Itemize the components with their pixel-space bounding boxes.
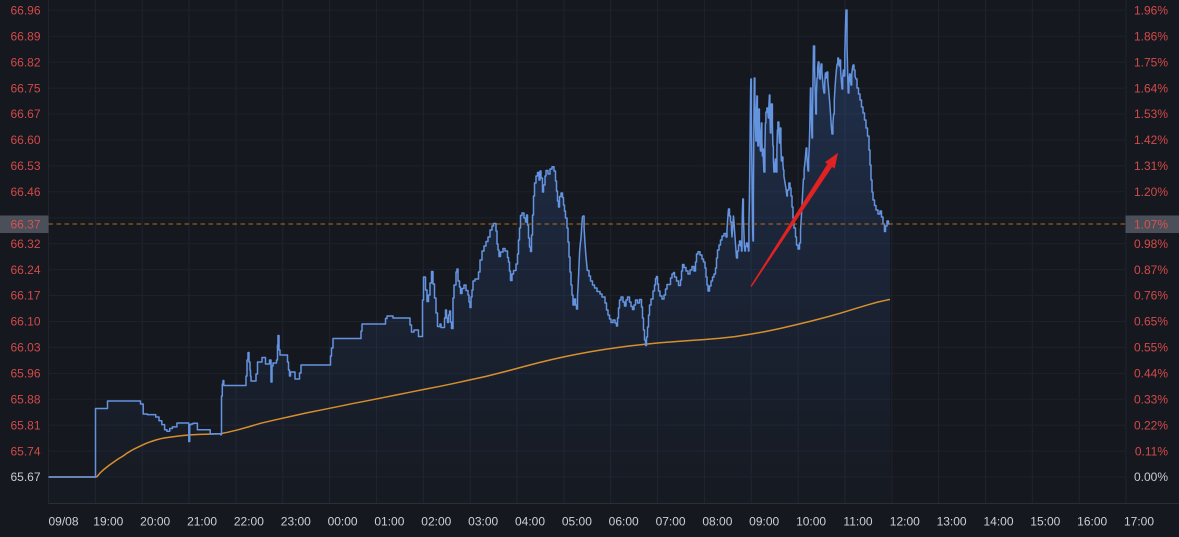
svg-text:21:00: 21:00: [187, 515, 217, 529]
svg-text:65.74: 65.74: [10, 444, 40, 458]
svg-text:66.75: 66.75: [10, 81, 40, 95]
svg-text:09/08: 09/08: [48, 515, 78, 529]
svg-text:16:00: 16:00: [1077, 515, 1107, 529]
svg-text:07:00: 07:00: [656, 515, 686, 529]
svg-text:65.81: 65.81: [10, 418, 40, 432]
svg-text:66.24: 66.24: [10, 263, 40, 277]
svg-text:66.60: 66.60: [10, 133, 40, 147]
svg-text:02:00: 02:00: [421, 515, 451, 529]
svg-text:66.53: 66.53: [10, 159, 40, 173]
svg-text:0.00%: 0.00%: [1134, 470, 1168, 484]
svg-text:66.17: 66.17: [10, 289, 40, 303]
svg-text:0.65%: 0.65%: [1134, 315, 1168, 329]
svg-text:65.96: 65.96: [10, 367, 40, 381]
svg-text:66.10: 66.10: [10, 315, 40, 329]
svg-text:66.46: 66.46: [10, 185, 40, 199]
svg-text:09:00: 09:00: [749, 515, 779, 529]
svg-text:10:00: 10:00: [796, 515, 826, 529]
svg-text:66.67: 66.67: [10, 107, 40, 121]
svg-text:66.32: 66.32: [10, 237, 40, 251]
svg-text:01:00: 01:00: [374, 515, 404, 529]
svg-text:66.03: 66.03: [10, 341, 40, 355]
svg-text:13:00: 13:00: [937, 515, 967, 529]
svg-text:66.96: 66.96: [10, 4, 40, 18]
svg-text:08:00: 08:00: [702, 515, 732, 529]
svg-text:1.75%: 1.75%: [1134, 55, 1168, 69]
svg-text:1.20%: 1.20%: [1134, 185, 1168, 199]
svg-text:05:00: 05:00: [562, 515, 592, 529]
svg-text:04:00: 04:00: [515, 515, 545, 529]
svg-text:23:00: 23:00: [281, 515, 311, 529]
svg-text:1.07%: 1.07%: [1134, 218, 1168, 232]
svg-text:03:00: 03:00: [468, 515, 498, 529]
svg-text:1.86%: 1.86%: [1134, 29, 1168, 43]
svg-text:19:00: 19:00: [93, 515, 123, 529]
svg-text:0.22%: 0.22%: [1134, 418, 1168, 432]
svg-text:66.82: 66.82: [10, 55, 40, 69]
svg-text:06:00: 06:00: [609, 515, 639, 529]
svg-text:15:00: 15:00: [1030, 515, 1060, 529]
svg-text:00:00: 00:00: [328, 515, 358, 529]
svg-text:66.89: 66.89: [10, 29, 40, 43]
svg-text:65.67: 65.67: [10, 470, 40, 484]
svg-text:65.88: 65.88: [10, 392, 40, 406]
svg-text:20:00: 20:00: [140, 515, 170, 529]
svg-text:12:00: 12:00: [890, 515, 920, 529]
svg-text:0.98%: 0.98%: [1134, 237, 1168, 251]
svg-text:0.33%: 0.33%: [1134, 392, 1168, 406]
svg-text:0.55%: 0.55%: [1134, 341, 1168, 355]
svg-text:66.37: 66.37: [10, 218, 40, 232]
svg-text:1.42%: 1.42%: [1134, 133, 1168, 147]
svg-text:17:00: 17:00: [1124, 515, 1154, 529]
svg-text:0.87%: 0.87%: [1134, 263, 1168, 277]
svg-text:22:00: 22:00: [234, 515, 264, 529]
svg-text:1.96%: 1.96%: [1134, 4, 1168, 18]
svg-text:0.11%: 0.11%: [1135, 444, 1168, 458]
svg-text:0.76%: 0.76%: [1134, 289, 1168, 303]
svg-text:0.44%: 0.44%: [1134, 367, 1168, 381]
svg-text:14:00: 14:00: [983, 515, 1013, 529]
svg-text:11:00: 11:00: [843, 515, 872, 529]
svg-text:1.53%: 1.53%: [1134, 107, 1168, 121]
svg-text:1.31%: 1.31%: [1134, 159, 1168, 173]
svg-text:1.64%: 1.64%: [1134, 81, 1168, 95]
